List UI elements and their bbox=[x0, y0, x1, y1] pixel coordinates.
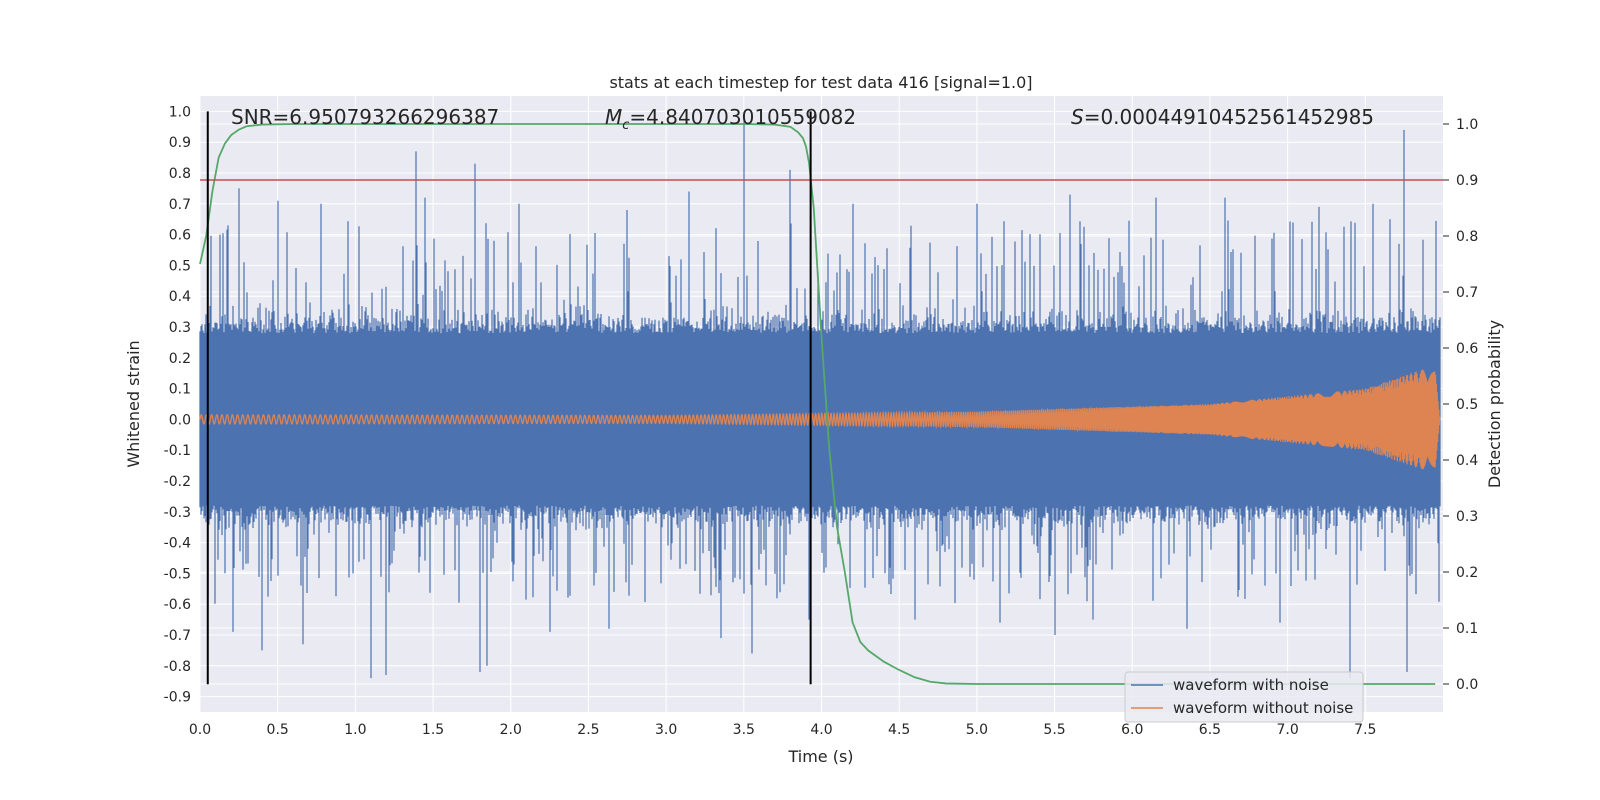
y-axis-label: Whitened strain bbox=[124, 340, 143, 467]
y-right-tick-label: 0.6 bbox=[1456, 341, 1478, 357]
y-tick-label: 0.1 bbox=[169, 382, 191, 398]
y-tick-label: 0.7 bbox=[169, 197, 191, 213]
y-tick-label: 0.5 bbox=[169, 258, 191, 274]
y-right-tick-label: 0.9 bbox=[1456, 173, 1478, 189]
probability-curve bbox=[199, 123, 1436, 685]
y-tick-label: -0.2 bbox=[164, 474, 191, 490]
clean-waveform-line bbox=[199, 369, 1441, 470]
legend-label-clean: waveform without noise bbox=[1173, 699, 1353, 717]
y-right-tick-label: 0.2 bbox=[1456, 565, 1478, 581]
y-right-tick-label: 0.4 bbox=[1456, 453, 1478, 469]
x-tick-label: 3.5 bbox=[733, 722, 755, 738]
legend-box bbox=[1124, 671, 1364, 723]
y-right-tick-labels: 1.0 0.9 0.8 0.7 0.6 0.5 0.4 0.3 0.2 0.1 0.0 bbox=[1443, 117, 1478, 693]
y-tick-label: -0.9 bbox=[164, 690, 191, 706]
x-tick-label: 7.5 bbox=[1354, 722, 1376, 738]
x-tick-label: 6.0 bbox=[1121, 722, 1143, 738]
legend: waveform with noise waveform without noi… bbox=[1124, 671, 1364, 723]
y-tick-label: -0.4 bbox=[164, 536, 191, 552]
x-tick-label: 0.0 bbox=[189, 722, 211, 738]
y-right-tick-label: 0.0 bbox=[1456, 677, 1478, 693]
svg-text:Mc=4.840703010559082: Mc=4.840703010559082 bbox=[605, 105, 856, 133]
x-tick-label: 6.5 bbox=[1199, 722, 1221, 738]
chart-title: stats at each timestep for test data 416… bbox=[609, 73, 1032, 92]
y-right-tick-label: 0.7 bbox=[1456, 285, 1478, 301]
x-tick-label: 2.5 bbox=[577, 722, 599, 738]
x-tick-label: 4.5 bbox=[888, 722, 910, 738]
y-tick-label: 0.2 bbox=[169, 351, 191, 367]
y-tick-label: -0.8 bbox=[164, 659, 191, 675]
y-right-tick-label: 0.1 bbox=[1456, 621, 1478, 637]
x-tick-label: 0.5 bbox=[267, 722, 289, 738]
y-right-tick-label: 1.0 bbox=[1456, 117, 1478, 133]
traces bbox=[199, 117, 1441, 679]
x-tick-label: 5.0 bbox=[966, 722, 988, 738]
x-axis-label: Time (s) bbox=[787, 747, 853, 766]
x-tick-label: 4.0 bbox=[810, 722, 832, 738]
y-tick-label: 0.3 bbox=[169, 320, 191, 336]
y-tick-label: -0.7 bbox=[164, 628, 191, 644]
x-tick-label: 5.5 bbox=[1043, 722, 1065, 738]
s-annotation: S=0.00044910452561452985 bbox=[1071, 105, 1374, 129]
y-tick-label: -0.5 bbox=[164, 566, 191, 582]
x-tick-label: 7.0 bbox=[1276, 722, 1298, 738]
x-tick-label: 1.0 bbox=[344, 722, 366, 738]
probability-line bbox=[199, 123, 1436, 685]
y-tick-label: 1.0 bbox=[169, 104, 191, 120]
x-tick-label: 2.0 bbox=[500, 722, 522, 738]
y-tick-label: 0.8 bbox=[169, 166, 191, 182]
x-tick-label: 1.5 bbox=[422, 722, 444, 738]
y-right-tick-label: 0.5 bbox=[1456, 397, 1478, 413]
y-tick-label: 0.0 bbox=[169, 412, 191, 428]
y-tick-label: 0.4 bbox=[169, 289, 191, 305]
y-tick-label: -0.6 bbox=[164, 597, 191, 613]
svg-text:S=0.00044910452561452985: S=0.00044910452561452985 bbox=[1071, 105, 1374, 129]
y-tick-label: -0.1 bbox=[164, 443, 191, 459]
y-right-tick-label: 0.8 bbox=[1456, 229, 1478, 245]
y-right-axis-label: Detection probability bbox=[1485, 320, 1504, 488]
legend-label-noisy: waveform with noise bbox=[1173, 676, 1329, 694]
y-right-tick-label: 0.3 bbox=[1456, 509, 1478, 525]
y-tick-label: 0.6 bbox=[169, 228, 191, 244]
snr-annotation: SNR=6.950793266296387 bbox=[231, 105, 499, 129]
x-tick-label: 3.0 bbox=[655, 722, 677, 738]
y-tick-label: -0.3 bbox=[164, 505, 191, 521]
y-tick-label: 0.9 bbox=[169, 135, 191, 151]
x-tick-labels: 0.0 0.5 1.0 1.5 2.0 2.5 3.0 3.5 4.0 4.5 5.0 5.5 6.0 6… bbox=[189, 722, 1377, 738]
y-tick-labels: 1.0 0.9 0.8 0.7 0.6 0.5 0.4 0.3 0.2 0.1 0.0 -0.1 -0.… bbox=[164, 104, 191, 705]
chirp-mass-annotation: Mc=4.840703010559082 bbox=[605, 105, 856, 133]
overlays bbox=[200, 111, 1443, 685]
